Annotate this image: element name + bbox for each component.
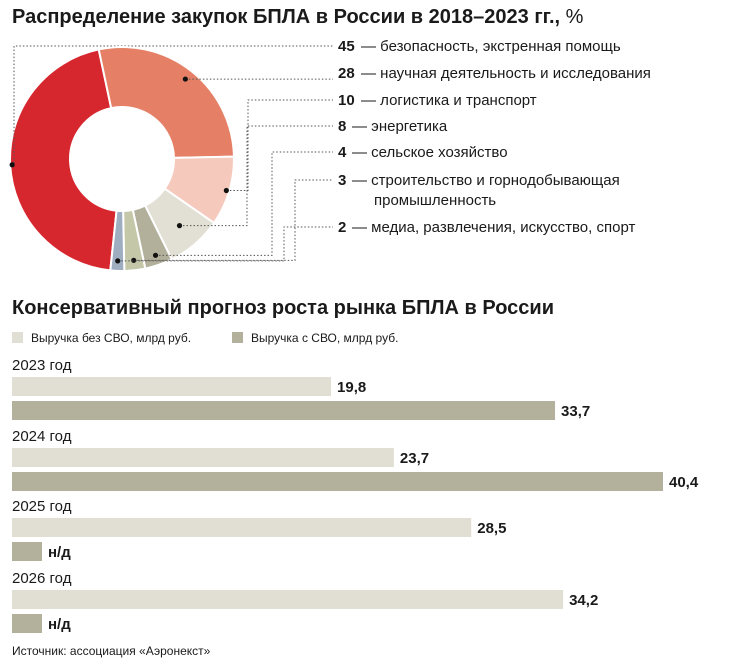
pie-slice xyxy=(109,209,126,272)
pie-category-label: — строительство и горнодобывающая xyxy=(352,172,620,189)
leader-dot xyxy=(176,223,183,229)
bar-chart: Выручка без СВО, млрд руб. Выручка с СВО,… xyxy=(12,331,699,633)
category-label: 2026 год xyxy=(12,570,72,587)
pie-slice xyxy=(97,46,235,159)
pie-value-label: 8 xyxy=(338,118,346,135)
leader-line xyxy=(133,179,333,261)
legend-swatch xyxy=(232,332,243,343)
pie-category-label: — логистика и транспорт xyxy=(361,92,537,109)
leader-dot xyxy=(9,162,15,168)
leader-dot xyxy=(152,252,159,258)
bar-value-label: 23,7 xyxy=(400,450,429,467)
bar xyxy=(12,518,472,537)
bar xyxy=(12,377,332,396)
pie-value-label: 3 xyxy=(338,172,346,189)
leader-line xyxy=(226,99,333,192)
category-label: 2023 год xyxy=(12,357,72,374)
bar-value-label: н/д xyxy=(48,616,71,633)
leader-dot xyxy=(182,76,188,82)
pie-category-label: — медиа, развлечения, искусство, спорт xyxy=(352,219,635,236)
pie-value-label: 4 xyxy=(338,144,347,161)
legend-label: Выручка с СВО, млрд руб. xyxy=(251,331,398,345)
bar xyxy=(12,614,42,633)
pie-value-label: 28 xyxy=(338,65,355,82)
pie-value-label: 45 xyxy=(338,38,355,55)
pie-chart-unit: % xyxy=(565,6,584,28)
pie-chart-title: Распределение закупок БПЛА в России в 20… xyxy=(12,6,584,28)
bar xyxy=(12,401,556,420)
bar xyxy=(12,590,564,609)
pie-category-label: — сельское хозяйство xyxy=(352,144,508,161)
bar xyxy=(12,542,42,561)
category-label: 2024 год xyxy=(12,428,72,445)
bar-value-label: 19,8 xyxy=(337,379,366,396)
bar xyxy=(12,448,394,467)
leader-line xyxy=(155,151,333,256)
bar-chart-title: Консервативный прогноз роста рынка БПЛА … xyxy=(12,297,554,319)
pie-category-label: — энергетика xyxy=(352,118,448,135)
pie-category-label: промышленность xyxy=(374,192,496,209)
pie-category-label: — безопасность, экстренная помощь xyxy=(361,38,621,55)
bar-value-label: 28,5 xyxy=(477,520,506,537)
bar-value-label: 34,2 xyxy=(569,592,598,609)
leader-line xyxy=(179,125,333,227)
pie-value-label: 2 xyxy=(338,219,346,236)
pie-value-label: 10 xyxy=(338,92,355,109)
legend-label: Выручка без СВО, млрд руб. xyxy=(31,331,191,345)
pie-category-label: — научная деятельность и исследования xyxy=(361,65,651,82)
pie-slice xyxy=(9,48,118,272)
leader-dot xyxy=(223,187,229,194)
bar-value-label: 40,4 xyxy=(669,474,699,491)
bar-value-label: н/д xyxy=(48,544,71,561)
legend-swatch xyxy=(12,332,23,343)
bar-value-label: 33,7 xyxy=(561,403,590,420)
source-note: Источник: ассоциация «Аэронекст» xyxy=(12,644,211,658)
bar xyxy=(12,472,663,491)
category-label: 2025 год xyxy=(12,498,72,515)
leader-dot xyxy=(115,258,121,264)
leader-dot xyxy=(131,257,137,263)
leader-line xyxy=(117,226,333,262)
